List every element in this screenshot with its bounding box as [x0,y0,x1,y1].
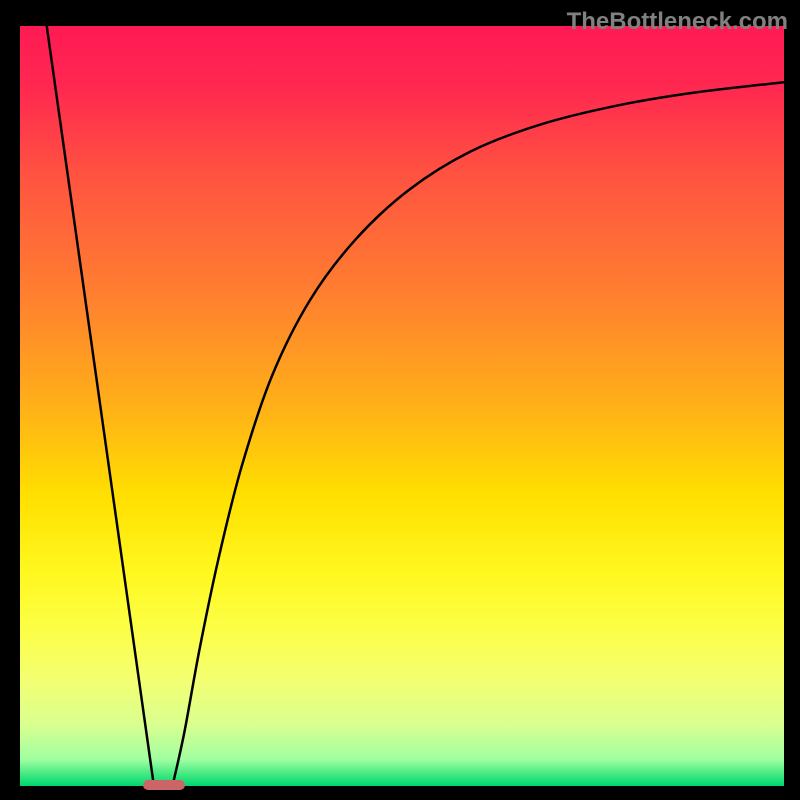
left-descent-line [47,26,154,784]
chart-container: TheBottleneck.com [0,0,800,800]
plot-area [20,26,784,786]
curve-layer [20,26,784,786]
right-asymptote-curve [173,82,784,784]
bottleneck-marker [143,780,185,790]
watermark-text: TheBottleneck.com [567,8,788,36]
